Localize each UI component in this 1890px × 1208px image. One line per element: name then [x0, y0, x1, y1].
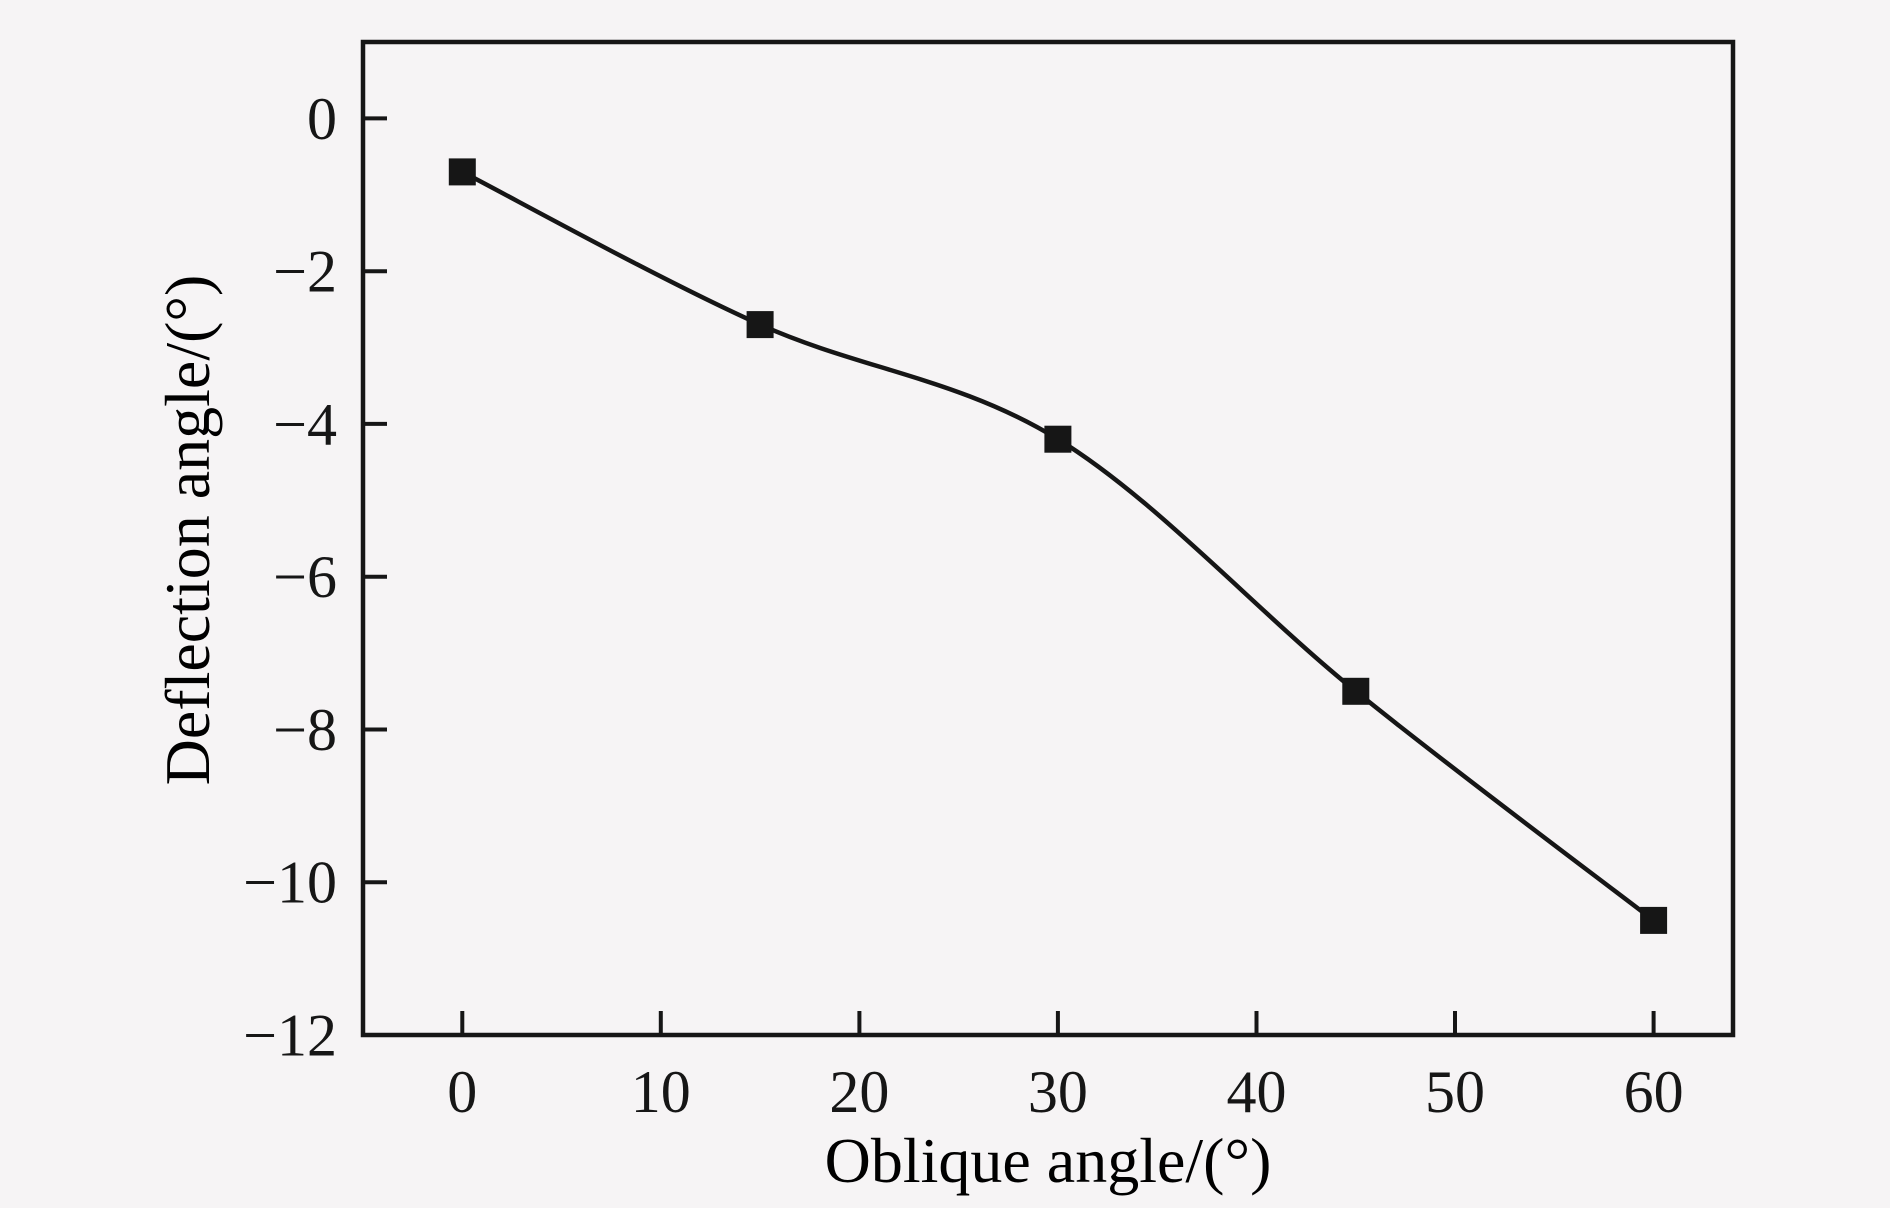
- x-axis-title: Oblique angle/(°): [824, 1125, 1272, 1196]
- data-point-marker: [1342, 677, 1370, 705]
- y-tick-label: −6: [273, 544, 337, 610]
- x-tick-label: 50: [1425, 1059, 1485, 1125]
- data-line: [461, 169, 1655, 923]
- data-point-marker: [746, 311, 774, 339]
- y-tick-label: −2: [273, 239, 337, 305]
- data-point-marker: [448, 158, 476, 186]
- x-tick-label: 10: [631, 1059, 691, 1125]
- y-tick-label: −10: [243, 850, 337, 916]
- y-tick-label: −8: [273, 697, 337, 763]
- y-tick-label: −4: [273, 391, 337, 457]
- x-tick-label: 0: [447, 1059, 477, 1125]
- data-point-marker: [1640, 906, 1668, 934]
- data-point-marker: [1044, 425, 1072, 453]
- x-tick-label: 40: [1227, 1059, 1287, 1125]
- y-tick-label: −12: [243, 1002, 337, 1068]
- x-tick-label: 20: [829, 1059, 889, 1125]
- x-tick-label: 30: [1028, 1059, 1088, 1125]
- y-axis-title: Deflection angle/(°): [151, 274, 223, 786]
- x-tick-label: 60: [1624, 1059, 1684, 1125]
- y-tick-label: 0: [307, 86, 337, 152]
- plot-border: [360, 39, 1736, 1038]
